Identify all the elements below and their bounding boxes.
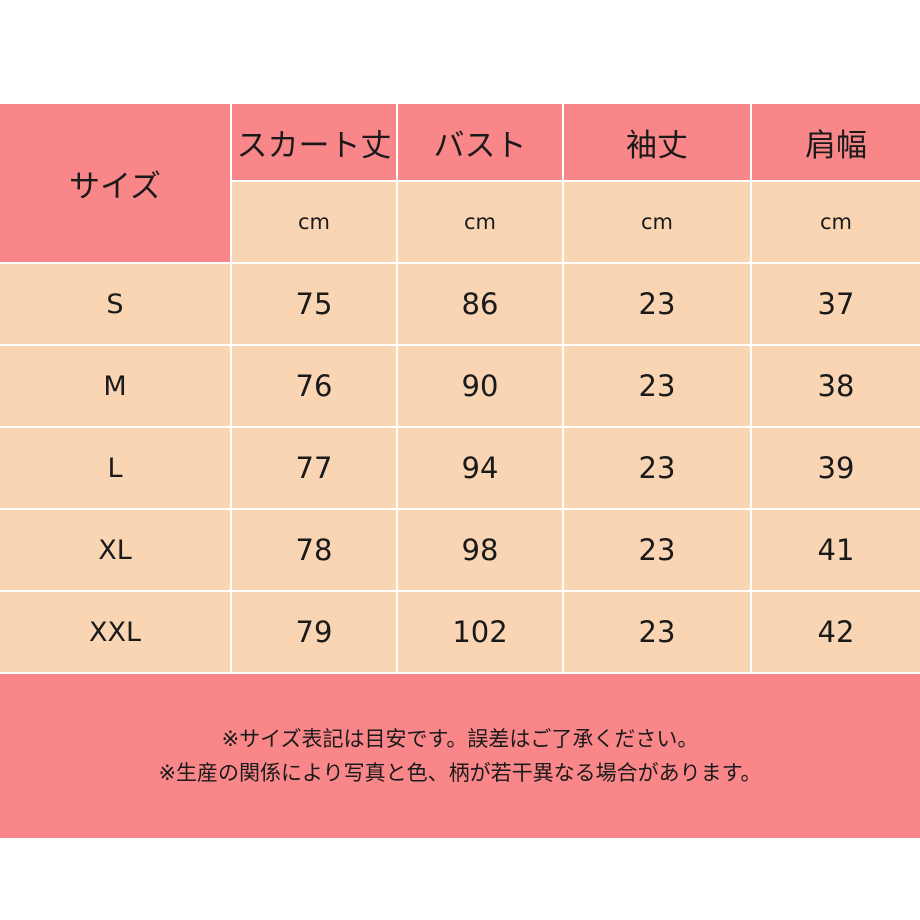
- size-cell: S: [0, 264, 232, 346]
- skirt-cell: 77: [232, 428, 398, 510]
- bust-cell: 102: [398, 592, 564, 674]
- note-line: ※サイズ表記は目安です。誤差はご了承ください。: [221, 727, 699, 751]
- shoulder-width-header: 肩幅: [752, 104, 920, 182]
- bust-cell: 86: [398, 264, 564, 346]
- sleeve-cell: 23: [564, 264, 752, 346]
- size-table: サイズ スカート丈 バスト 袖丈 肩幅 cm cm cm cm S 75 86 …: [0, 104, 920, 674]
- unit-row: cm cm cm cm: [0, 182, 920, 264]
- table-row: M 76 90 23 38: [0, 346, 920, 428]
- skirt-length-header: スカート丈: [232, 104, 398, 182]
- sleeve-cell: 23: [564, 592, 752, 674]
- skirt-cell: 76: [232, 346, 398, 428]
- notes-box: ※サイズ表記は目安です。誤差はご了承ください。 ※生産の関係により写真と色、柄が…: [0, 674, 920, 838]
- skirt-cell: 75: [232, 264, 398, 346]
- table-row: XL 78 98 23 41: [0, 510, 920, 592]
- size-chart: サイズ スカート丈 バスト 袖丈 肩幅 cm cm cm cm S 75 86 …: [0, 104, 920, 840]
- table-row: XXL 79 102 23 42: [0, 592, 920, 674]
- shoulder-cell: 41: [752, 510, 920, 592]
- unit-label: cm: [564, 182, 752, 264]
- size-cell: XXL: [0, 592, 232, 674]
- header-row: サイズ スカート丈 バスト 袖丈 肩幅: [0, 104, 920, 264]
- size-cell: M: [0, 346, 232, 428]
- sleeve-length-header: 袖丈: [564, 104, 752, 182]
- sleeve-cell: 23: [564, 510, 752, 592]
- bust-cell: 98: [398, 510, 564, 592]
- bust-cell: 94: [398, 428, 564, 510]
- shoulder-cell: 38: [752, 346, 920, 428]
- unit-label: cm: [752, 182, 920, 264]
- size-cell: L: [0, 428, 232, 510]
- shoulder-cell: 37: [752, 264, 920, 346]
- note-line: ※生産の関係により写真と色、柄が若干異なる場合があります。: [158, 761, 762, 785]
- table-row: L 77 94 23 39: [0, 428, 920, 510]
- bust-cell: 90: [398, 346, 564, 428]
- bust-header: バスト: [398, 104, 564, 182]
- unit-label: cm: [398, 182, 564, 264]
- table-row: S 75 86 23 37: [0, 264, 920, 346]
- shoulder-cell: 42: [752, 592, 920, 674]
- sleeve-cell: 23: [564, 346, 752, 428]
- size-cell: XL: [0, 510, 232, 592]
- skirt-cell: 78: [232, 510, 398, 592]
- skirt-cell: 79: [232, 592, 398, 674]
- size-column-header: サイズ: [0, 104, 232, 264]
- unit-label: cm: [232, 182, 398, 264]
- shoulder-cell: 39: [752, 428, 920, 510]
- sleeve-cell: 23: [564, 428, 752, 510]
